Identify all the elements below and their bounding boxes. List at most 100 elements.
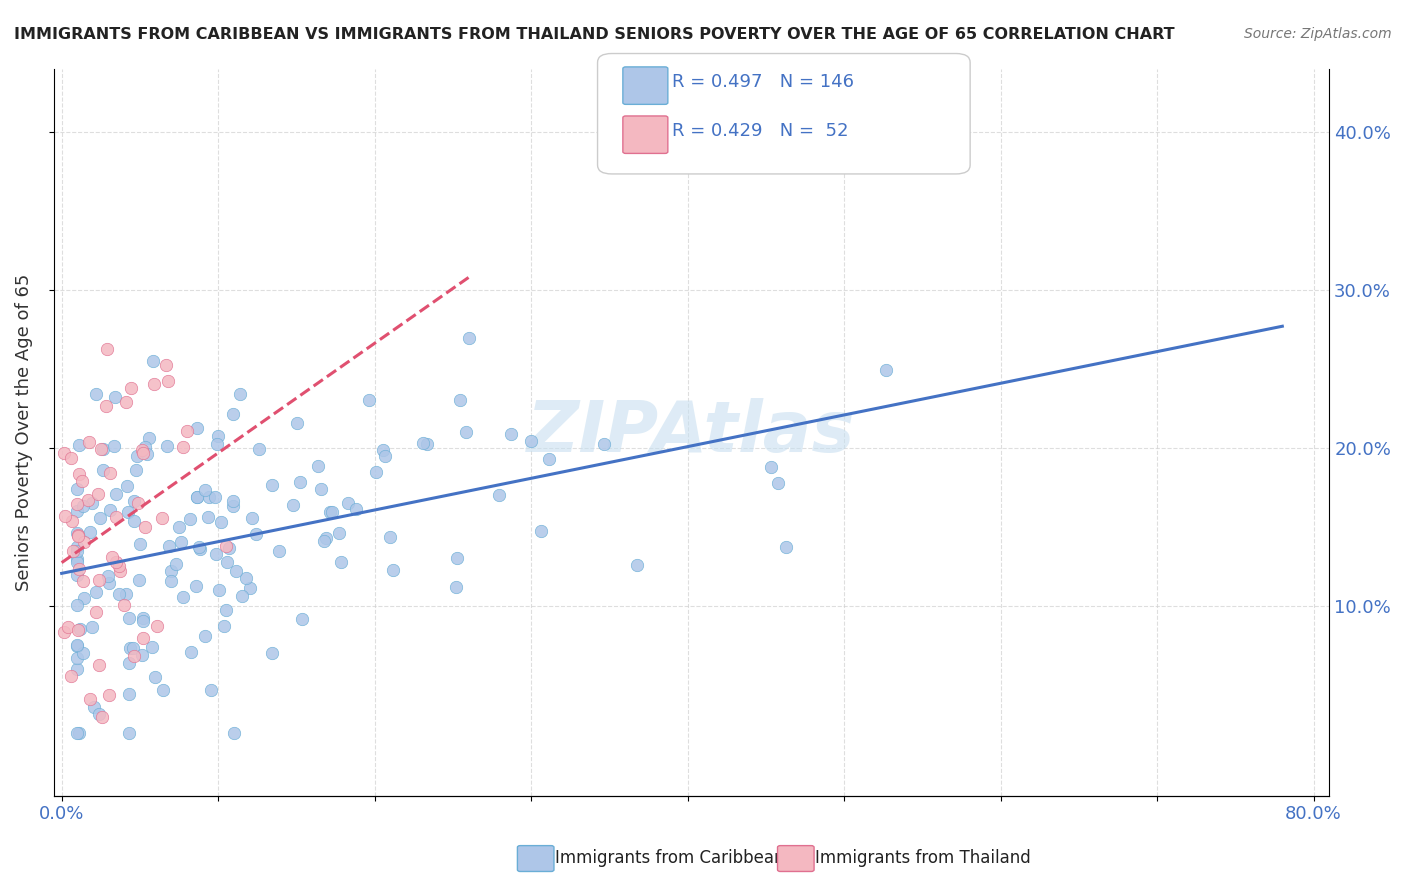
Point — [260, 646, 283, 660]
Point — [107, 587, 129, 601]
Point — [91, 442, 114, 456]
Point — [52, 445, 75, 459]
Point — [117, 725, 139, 739]
Point — [108, 558, 131, 573]
Point — [626, 558, 648, 572]
Point — [329, 555, 352, 569]
Point — [520, 434, 543, 449]
Point — [235, 571, 257, 585]
Point — [132, 631, 155, 645]
Point — [186, 420, 208, 434]
Point — [315, 532, 337, 546]
Point — [458, 331, 481, 345]
Point — [103, 439, 125, 453]
Point — [128, 573, 150, 587]
Point — [122, 514, 145, 528]
Point — [312, 534, 335, 549]
Point — [66, 725, 89, 739]
Point — [66, 544, 89, 558]
Y-axis label: Seniors Poverty Over the Age of 65: Seniors Poverty Over the Age of 65 — [15, 274, 32, 591]
Point — [143, 377, 166, 392]
Point — [775, 540, 797, 554]
Point — [160, 564, 183, 578]
Point — [104, 390, 127, 404]
Point — [66, 624, 89, 638]
Point — [240, 511, 263, 525]
Point — [91, 462, 114, 476]
Point — [307, 459, 329, 474]
Point — [132, 611, 155, 625]
Point — [84, 606, 107, 620]
Point — [172, 440, 194, 454]
Point — [131, 446, 153, 460]
Point — [217, 556, 239, 570]
Point — [72, 646, 94, 660]
Point — [875, 363, 897, 377]
Point — [96, 399, 118, 413]
Point — [446, 551, 468, 566]
Point — [131, 442, 153, 457]
Point — [194, 629, 217, 643]
Point — [90, 442, 112, 456]
Point — [122, 493, 145, 508]
Point — [104, 554, 127, 568]
Point — [309, 483, 332, 497]
Point — [72, 535, 94, 549]
Point — [134, 520, 156, 534]
Point — [67, 467, 90, 481]
Point — [105, 487, 128, 501]
Point — [59, 669, 82, 683]
Point — [98, 502, 121, 516]
Point — [207, 429, 229, 443]
Point — [132, 614, 155, 628]
Point — [110, 564, 132, 578]
Point — [105, 509, 128, 524]
Point — [117, 505, 139, 519]
Point — [197, 491, 219, 505]
Point — [188, 541, 211, 556]
Point — [136, 447, 159, 461]
Point — [231, 589, 253, 603]
Point — [172, 590, 194, 604]
Point — [245, 527, 267, 541]
Point — [120, 641, 142, 656]
Point — [179, 511, 201, 525]
Point — [759, 459, 782, 474]
Point — [141, 640, 163, 655]
Point — [146, 619, 169, 633]
Point — [125, 449, 148, 463]
Point — [115, 478, 138, 492]
Point — [167, 519, 190, 533]
Point — [156, 439, 179, 453]
Point — [155, 358, 177, 372]
Point — [222, 494, 245, 508]
Point — [66, 540, 89, 554]
Point — [122, 649, 145, 664]
Point — [80, 620, 103, 634]
Point — [66, 525, 89, 540]
Point — [128, 537, 150, 551]
Point — [321, 505, 343, 519]
Point — [412, 435, 434, 450]
Point — [138, 431, 160, 445]
Point — [67, 562, 90, 576]
Point — [381, 563, 404, 577]
Point — [180, 645, 202, 659]
Point — [89, 574, 111, 588]
Point — [58, 619, 80, 633]
Point — [186, 579, 208, 593]
Point — [66, 638, 89, 652]
Point — [208, 583, 231, 598]
Text: Immigrants from Caribbean: Immigrants from Caribbean — [555, 849, 785, 867]
Point — [76, 492, 98, 507]
Point — [228, 387, 250, 401]
Point — [214, 539, 236, 553]
Point — [215, 603, 238, 617]
Point — [131, 648, 153, 662]
Point — [150, 510, 173, 524]
Point — [288, 475, 311, 490]
Point — [66, 504, 89, 518]
Text: R = 0.497   N = 146: R = 0.497 N = 146 — [672, 73, 853, 91]
Point — [66, 552, 89, 566]
Point — [72, 574, 94, 588]
